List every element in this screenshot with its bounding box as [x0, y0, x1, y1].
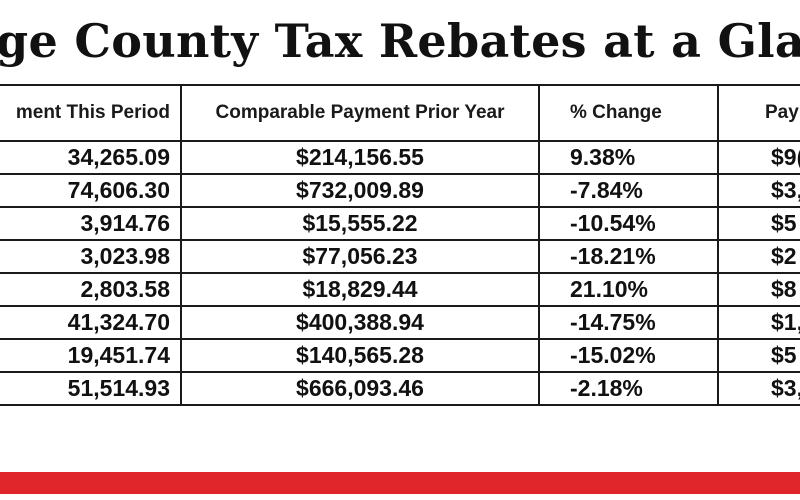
cell-prior-year: $400,388.94 — [180, 305, 540, 340]
header-comparable-prior-year: Comparable Payment Prior Year — [180, 84, 540, 142]
bottom-strip — [0, 494, 800, 500]
cell-prior-year: $214,156.55 — [180, 140, 540, 175]
table-row: 3,914.76 $15,555.22 -10.54% $5 — [0, 206, 800, 241]
table-row: 19,451.74 $140,565.28 -15.02% $5 — [0, 338, 800, 373]
cell-ytd: $5 — [717, 338, 800, 373]
cell-ytd: $8 — [717, 272, 800, 307]
cell-percent-change: -7.84% — [538, 173, 719, 208]
cell-percent-change: 9.38% — [538, 140, 719, 175]
cell-this-period: 51,514.93 — [0, 371, 182, 406]
cell-percent-change: -18.21% — [538, 239, 719, 274]
cell-this-period: 3,023.98 — [0, 239, 182, 274]
cell-prior-year: $18,829.44 — [180, 272, 540, 307]
cell-percent-change: -14.75% — [538, 305, 719, 340]
cell-this-period: 19,451.74 — [0, 338, 182, 373]
header-payment-this-period: ment This Period — [0, 84, 182, 142]
table-row: 2,803.58 $18,829.44 21.10% $8 — [0, 272, 800, 307]
cell-percent-change: 21.10% — [538, 272, 719, 307]
cell-prior-year: $15,555.22 — [180, 206, 540, 241]
cell-this-period: 34,265.09 — [0, 140, 182, 175]
cell-ytd: $9( — [717, 140, 800, 175]
header-percent-change: % Change — [538, 84, 719, 142]
cell-ytd: $3, — [717, 371, 800, 406]
table-row: 34,265.09 $214,156.55 9.38% $9( — [0, 140, 800, 175]
rebates-table: ment This Period Comparable Payment Prio… — [0, 84, 800, 406]
cell-prior-year: $77,056.23 — [180, 239, 540, 274]
cell-ytd: $2 — [717, 239, 800, 274]
cell-prior-year: $666,093.46 — [180, 371, 540, 406]
table-row: 51,514.93 $666,093.46 -2.18% $3, — [0, 371, 800, 406]
cell-this-period: 3,914.76 — [0, 206, 182, 241]
cell-percent-change: -2.18% — [538, 371, 719, 406]
accent-band — [0, 472, 800, 494]
header-row: ment This Period Comparable Payment Prio… — [0, 84, 800, 142]
cell-ytd: $3, — [717, 173, 800, 208]
cell-percent-change: -15.02% — [538, 338, 719, 373]
table-row: 3,023.98 $77,056.23 -18.21% $2 — [0, 239, 800, 274]
cell-prior-year: $732,009.89 — [180, 173, 540, 208]
header-payment-ytd: Pay — [717, 84, 800, 142]
cell-ytd: $5 — [717, 206, 800, 241]
cell-prior-year: $140,565.28 — [180, 338, 540, 373]
table-container: ment This Period Comparable Payment Prio… — [0, 84, 800, 472]
table-row: 41,324.70 $400,388.94 -14.75% $1, — [0, 305, 800, 340]
page-title: ge County Tax Rebates at a Glance - May — [0, 14, 800, 68]
table-row: 74,606.30 $732,009.89 -7.84% $3, — [0, 173, 800, 208]
cell-percent-change: -10.54% — [538, 206, 719, 241]
title-bar: ge County Tax Rebates at a Glance - May — [0, 0, 800, 84]
cell-this-period: 2,803.58 — [0, 272, 182, 307]
cell-this-period: 41,324.70 — [0, 305, 182, 340]
cell-this-period: 74,606.30 — [0, 173, 182, 208]
cell-ytd: $1, — [717, 305, 800, 340]
